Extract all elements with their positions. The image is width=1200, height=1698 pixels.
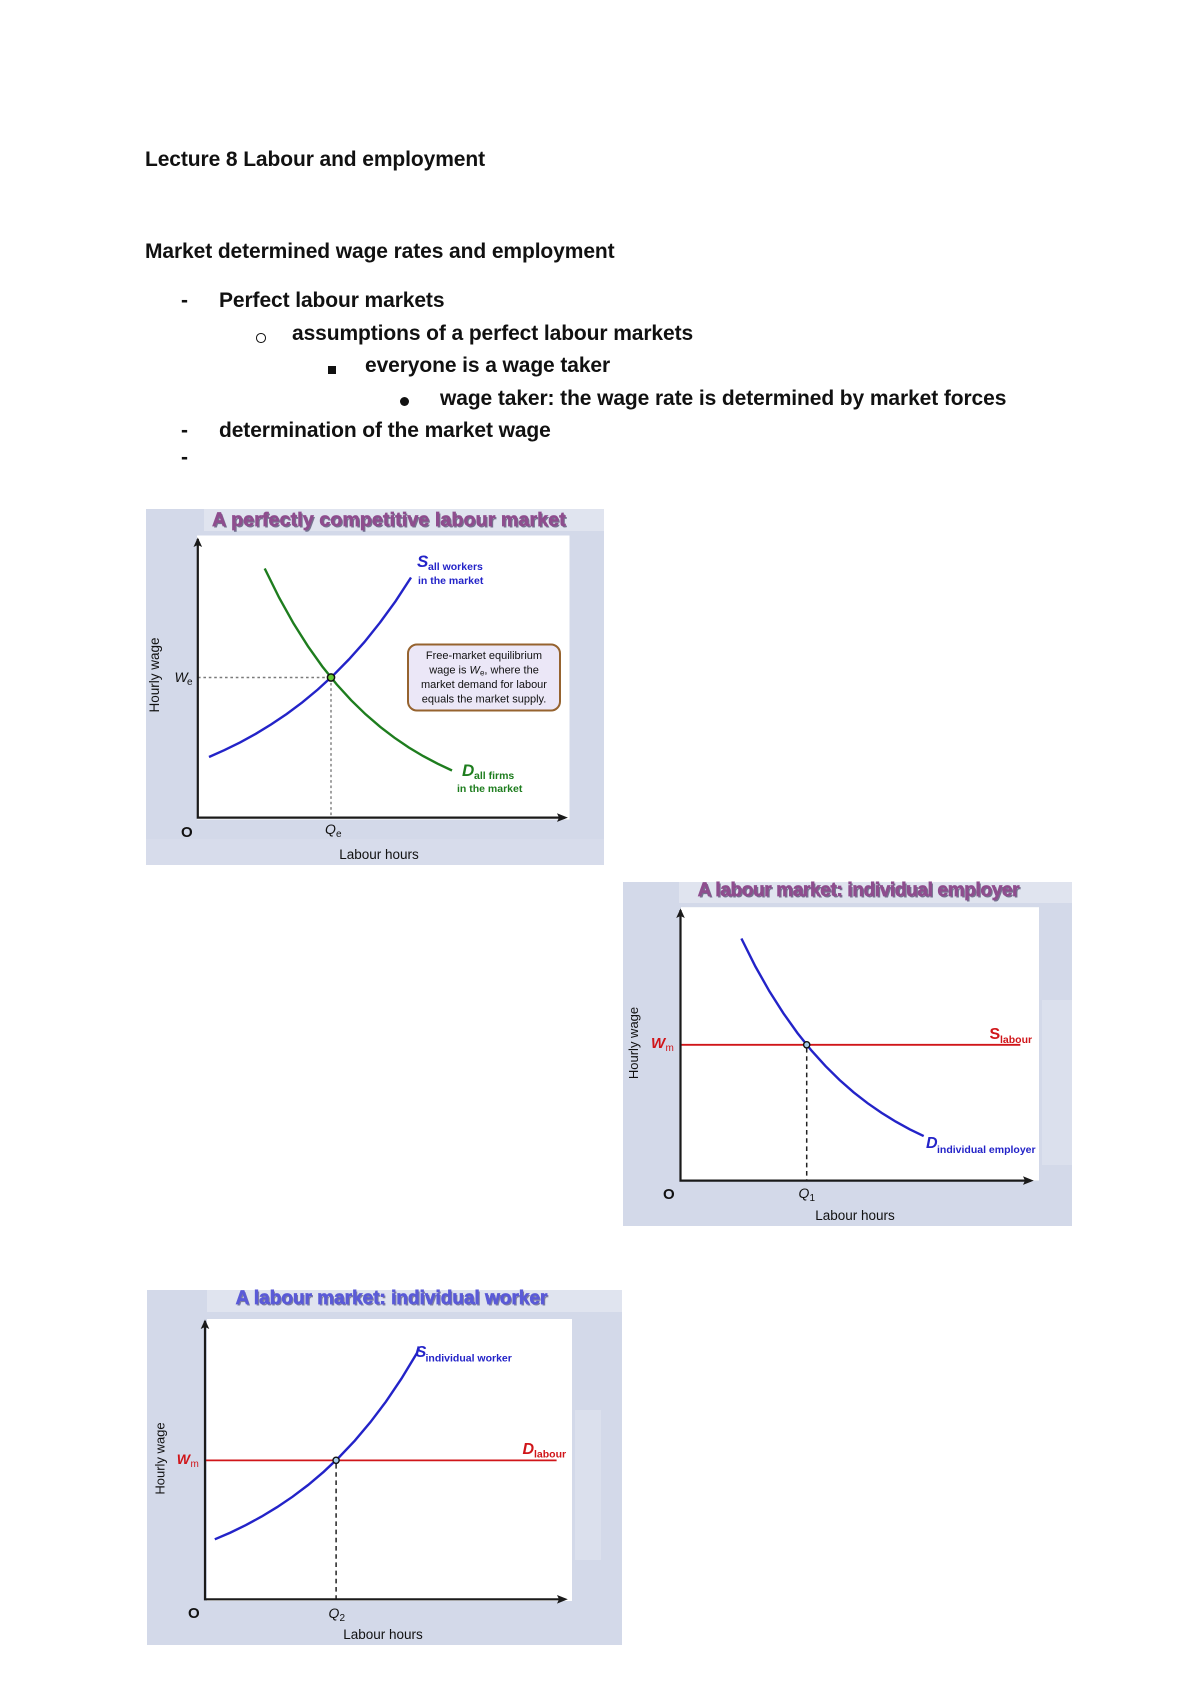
svg-text:S: S (417, 552, 429, 571)
svg-text:labour: labour (1000, 1034, 1032, 1046)
svg-text:in the market: in the market (457, 783, 523, 795)
svg-text:market demand for labour: market demand for labour (421, 679, 547, 691)
svg-text:Labour hours: Labour hours (343, 1627, 423, 1642)
svg-text:Q: Q (329, 1605, 340, 1621)
svg-text:Labour hours: Labour hours (339, 847, 419, 862)
svg-text:e: e (187, 677, 193, 688)
svg-text:all workers: all workers (428, 561, 483, 573)
svg-text:equals the market supply.: equals the market supply. (422, 694, 547, 706)
svg-text:Q: Q (325, 821, 336, 837)
svg-text:individual worker: individual worker (426, 1353, 512, 1365)
svg-text:Labour hours: Labour hours (815, 1208, 895, 1223)
svg-text:Q: Q (799, 1185, 810, 1201)
svg-text:e: e (336, 829, 342, 840)
svg-text:D: D (462, 761, 474, 780)
svg-text:Free-market equilibrium: Free-market equilibrium (426, 650, 542, 662)
svg-text:m: m (666, 1043, 674, 1054)
svg-text:2: 2 (340, 1613, 346, 1624)
svg-text:S: S (416, 1344, 427, 1361)
svg-text:O: O (188, 1605, 200, 1622)
svg-text:in the market: in the market (418, 575, 484, 587)
svg-text:O: O (663, 1186, 675, 1203)
svg-text:individual employer: individual employer (937, 1144, 1036, 1156)
svg-text:O: O (181, 824, 193, 841)
svg-text:Hourly wage: Hourly wage (147, 637, 162, 712)
svg-text:W: W (175, 669, 190, 685)
svg-text:S: S (990, 1026, 1001, 1043)
svg-text:all firms: all firms (474, 770, 514, 782)
svg-text:1: 1 (810, 1193, 816, 1204)
svg-text:D: D (523, 1441, 535, 1458)
svg-text:W: W (177, 1451, 192, 1467)
svg-text:D: D (926, 1135, 938, 1152)
svg-text:Hourly wage: Hourly wage (153, 1422, 168, 1494)
svg-text:labour: labour (534, 1449, 566, 1461)
svg-text:W: W (651, 1035, 667, 1052)
svg-text:m: m (191, 1459, 199, 1470)
svg-text:Hourly wage: Hourly wage (626, 1007, 641, 1079)
svg-text:wage is We, where the: wage is We, where the (428, 665, 539, 678)
